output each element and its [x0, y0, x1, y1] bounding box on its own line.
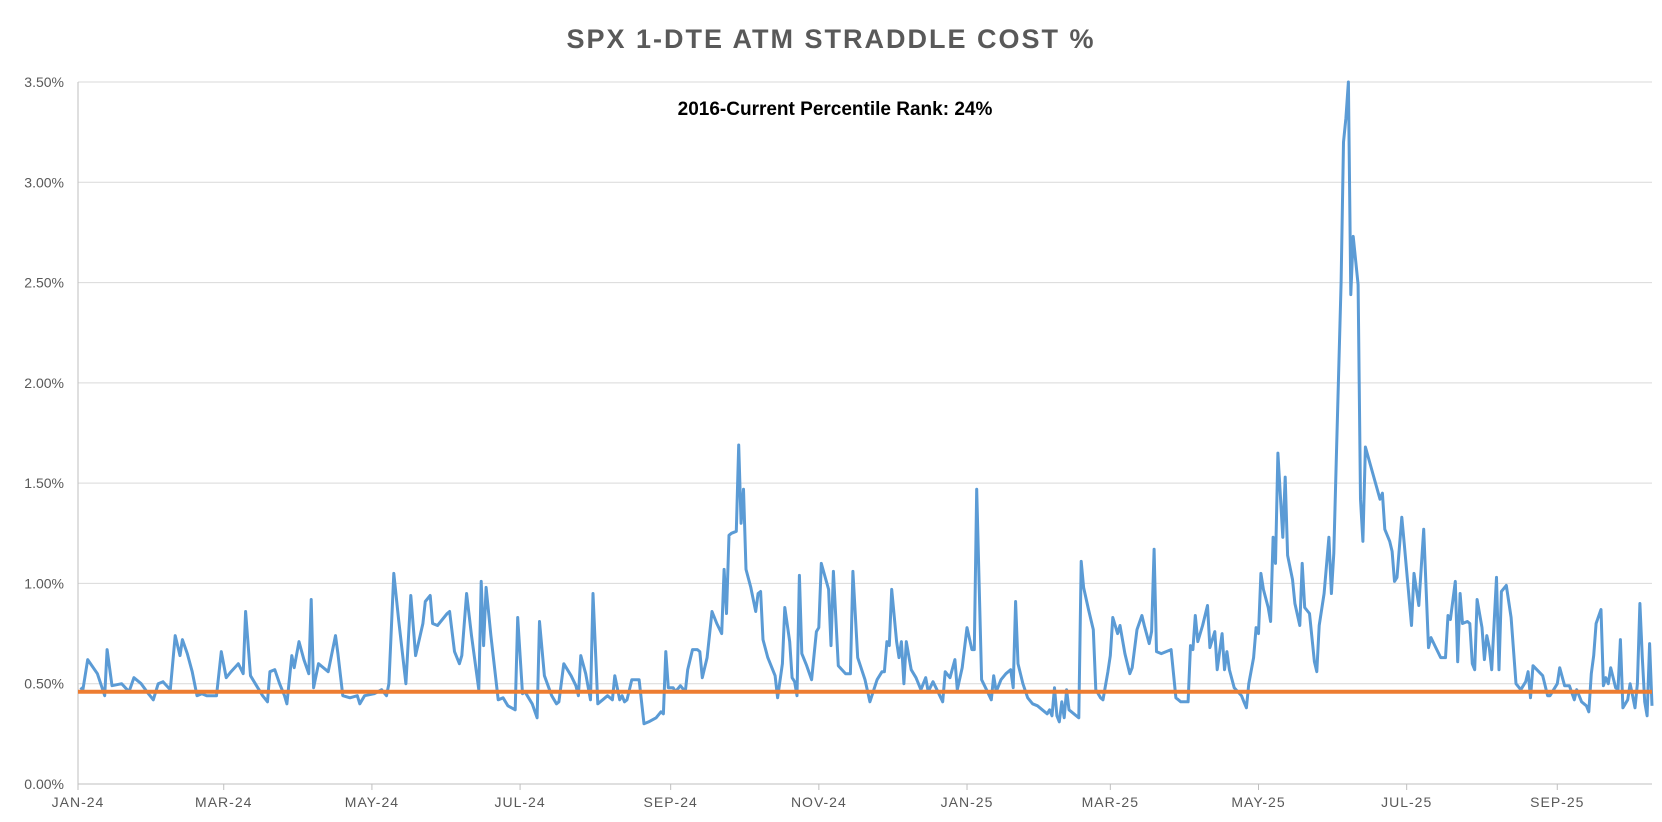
y-tick-label: 1.50%: [24, 475, 64, 491]
x-tick-label: SEP-25: [1530, 794, 1584, 810]
x-tick-label: JUL-25: [1381, 794, 1432, 810]
percentile-rank-annotation: 2016-Current Percentile Rank: 24%: [678, 99, 993, 120]
chart-title: SPX 1-DTE ATM STRADDLE COST %: [566, 24, 1095, 54]
x-tick-label: JUL-24: [495, 794, 546, 810]
y-axis-tick-labels: 0.00% 0.50% 1.00% 1.50% 2.00% 2.50% 3.00% 3.50%: [24, 74, 64, 792]
x-tick-label: MAR-25: [1082, 794, 1139, 810]
x-tick-label: NOV-24: [791, 794, 847, 810]
y-tick-label: 0.00%: [24, 776, 64, 792]
x-tick-label: MAY-24: [345, 794, 399, 810]
straddle-cost-series-line: [79, 80, 1654, 726]
gridlines: [78, 81, 1652, 685]
x-tick-label: SEP-24: [644, 794, 698, 810]
x-axis-tick-labels: JAN-24 MAR-24 MAY-24 JUL-24 SEP-24 NOV-24 JAN-…: [52, 784, 1584, 810]
y-tick-label: 0.50%: [24, 676, 64, 692]
y-tick-label: 3.00%: [24, 174, 64, 190]
x-tick-label: JAN-24: [52, 794, 105, 810]
y-tick-label: 1.00%: [24, 575, 64, 591]
y-tick-label: 3.50%: [24, 74, 64, 90]
x-tick-label: MAY-25: [1231, 794, 1285, 810]
x-tick-label: JAN-25: [941, 794, 994, 810]
x-tick-label: MAR-24: [195, 794, 252, 810]
y-tick-label: 2.50%: [24, 275, 64, 291]
y-tick-label: 2.00%: [24, 375, 64, 391]
